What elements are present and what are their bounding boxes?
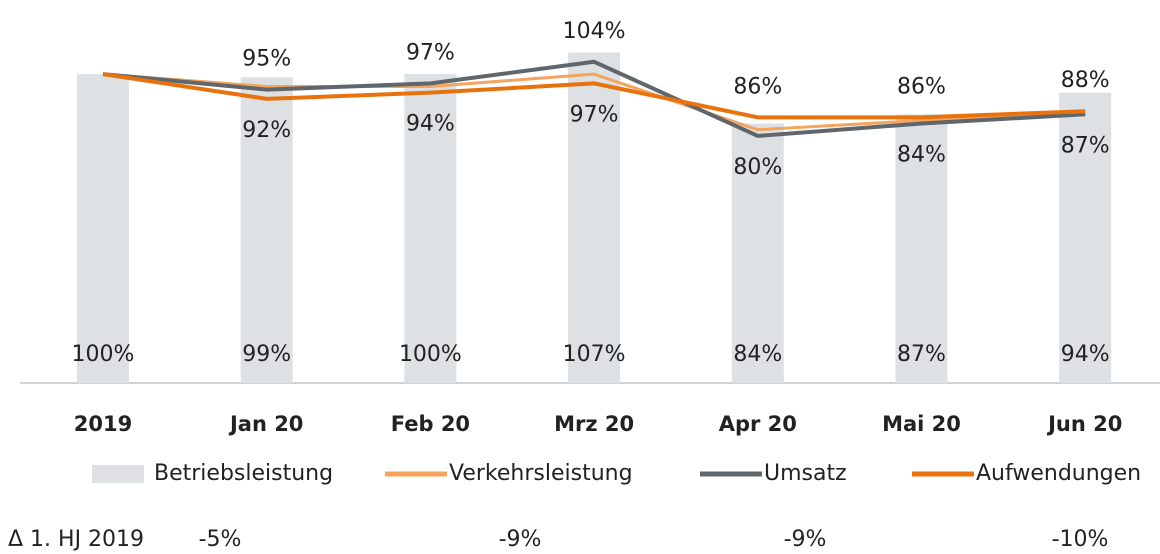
line-label: 104%	[563, 19, 626, 44]
legend-label: Verkehrsleistung	[449, 461, 633, 486]
line-label: 95%	[242, 47, 291, 72]
line-label: 94%	[406, 112, 455, 137]
footer-label: Δ 1. HJ 2019	[8, 527, 144, 552]
footer-value: -9%	[499, 527, 542, 552]
line-label: 97%	[570, 102, 619, 127]
bar	[404, 74, 457, 384]
x-tick-label: 2019	[74, 412, 132, 436]
bar-label: 94%	[1061, 342, 1110, 367]
bar	[895, 114, 948, 383]
footer-value: -9%	[784, 527, 827, 552]
legend-label: Umsatz	[764, 461, 847, 486]
x-tick-label: Jun 20	[1046, 412, 1122, 436]
x-tick-label: Mai 20	[882, 412, 961, 436]
legend-swatch	[92, 465, 144, 483]
bar	[1059, 92, 1112, 384]
line-label: 92%	[242, 118, 291, 143]
line-label: 97%	[406, 40, 455, 65]
line-label: 84%	[897, 143, 946, 168]
line-label: 86%	[897, 74, 946, 99]
bar	[568, 52, 621, 384]
bar-label: 84%	[733, 342, 782, 367]
bar	[731, 123, 784, 383]
legend-label: Aufwendungen	[976, 461, 1141, 486]
line	[102, 72, 1086, 120]
bar-label: 100%	[399, 342, 462, 367]
line-label: 80%	[733, 155, 782, 180]
bar	[77, 74, 129, 384]
line	[102, 59, 1086, 138]
bar	[240, 77, 293, 383]
footer-value: -10%	[1052, 527, 1109, 552]
footer-value: -5%	[199, 527, 242, 552]
line	[102, 72, 1086, 132]
x-tick-label: Mrz 20	[554, 412, 634, 436]
bar-label: 100%	[72, 342, 135, 367]
line-label: 87%	[1061, 133, 1110, 158]
line-label: 86%	[733, 74, 782, 99]
legend-label: Betriebsleistung	[154, 461, 333, 486]
x-tick-label: Jan 20	[228, 412, 303, 436]
bar-label: 87%	[897, 342, 946, 367]
x-tick-label: Feb 20	[391, 412, 470, 436]
bar-label: 107%	[563, 342, 626, 367]
bar-label: 99%	[242, 342, 291, 367]
line-label: 88%	[1061, 68, 1110, 93]
x-tick-label: Apr 20	[719, 412, 797, 436]
